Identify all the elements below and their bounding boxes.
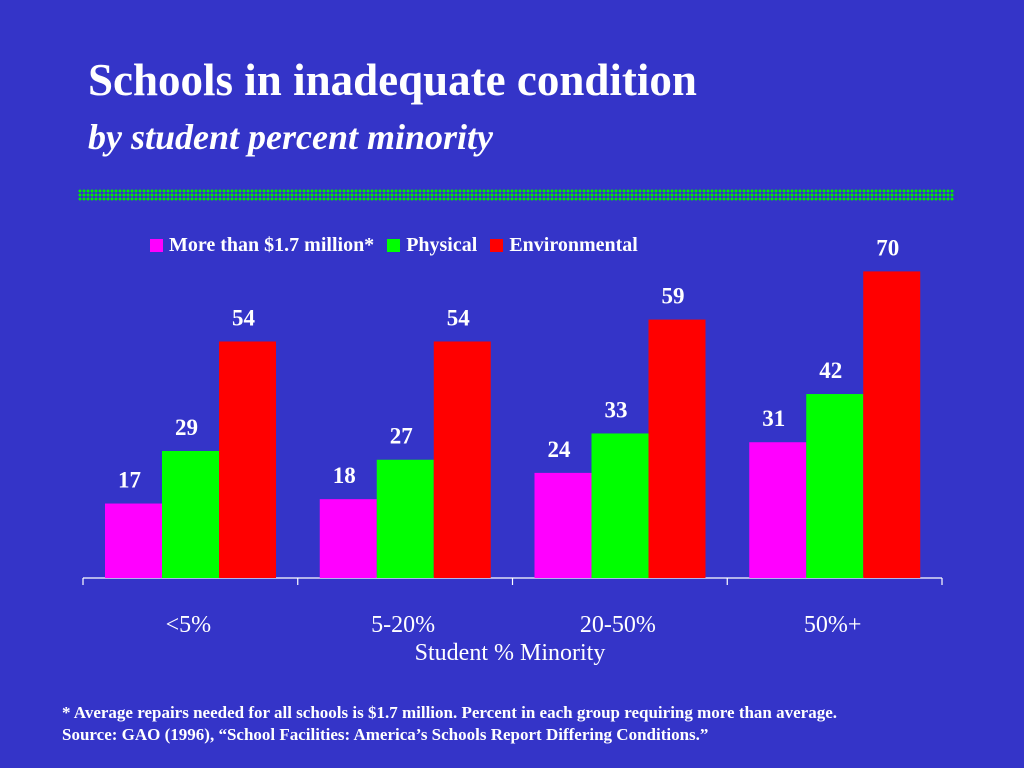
dotted-divider [78, 189, 954, 201]
legend-swatch [490, 239, 504, 252]
footnote-source: Source: GAO (1996), “School Facilities: … [62, 725, 709, 744]
data-label: 17 [118, 468, 141, 493]
bar [534, 472, 592, 578]
legend-label: More than $1.7 million* [169, 234, 375, 256]
data-label: 70 [876, 235, 899, 260]
data-label: 33 [605, 397, 628, 422]
data-label: 24 [548, 437, 572, 462]
legend-swatch [387, 239, 401, 252]
legend-label: Environmental [509, 234, 638, 256]
bar [433, 341, 491, 578]
bar [591, 433, 649, 578]
footnote-line-1: * Average repairs needed for all schools… [62, 703, 838, 722]
x-tick-label: 20-50% [580, 612, 656, 638]
bar [319, 499, 377, 578]
data-label: 54 [447, 305, 471, 330]
x-tick-label: <5% [166, 612, 212, 638]
data-label: 29 [175, 415, 198, 440]
legend-item-environmental: Environmental [490, 234, 638, 257]
legend-swatch [150, 239, 163, 252]
bar [105, 503, 162, 578]
legend-label: Physical [406, 234, 478, 256]
data-label: 54 [232, 305, 256, 330]
data-label: 31 [762, 406, 785, 431]
footnote: * Average repairs needed for all schools… [62, 702, 837, 746]
legend-item-over-1-7-million: More than $1.7 million* [150, 234, 374, 257]
bar [806, 394, 864, 578]
data-label: 59 [662, 284, 685, 309]
bar [749, 442, 807, 578]
x-tick-label: 50%+ [804, 612, 862, 638]
data-label: 27 [390, 424, 413, 449]
bar [219, 341, 276, 578]
slide-subtitle: by student percent minority [88, 117, 493, 157]
bar [648, 319, 706, 578]
bar [863, 271, 921, 578]
bar [162, 450, 219, 578]
slide-title: Schools in inadequate condition [88, 55, 697, 105]
data-label: 42 [819, 358, 842, 383]
x-tick-label: 5-20% [371, 612, 435, 638]
chart-legend: More than $1.7 million* Physical Environ… [150, 234, 651, 257]
bar [376, 459, 434, 578]
legend-item-physical: Physical [387, 234, 477, 257]
data-label: 18 [333, 463, 356, 488]
